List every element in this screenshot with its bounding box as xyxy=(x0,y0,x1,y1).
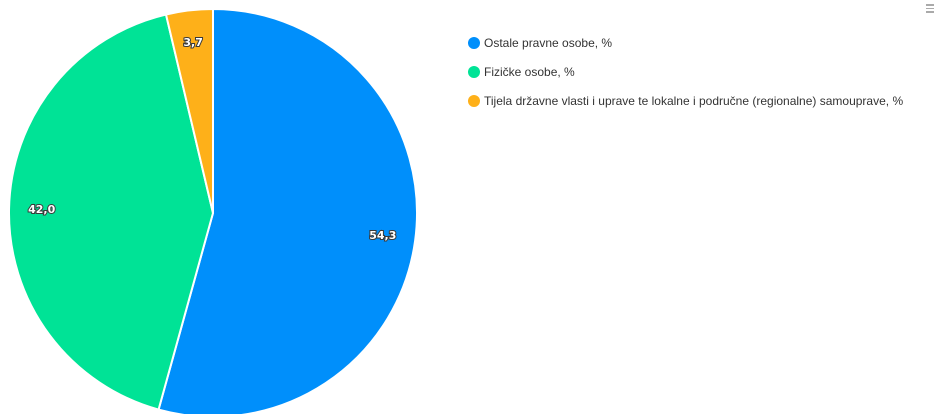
pie-slice[interactable] xyxy=(157,7,418,414)
legend-item-ostale-pravne-osobe[interactable]: Ostale pravne osobe, % xyxy=(468,34,903,51)
pie-slice[interactable] xyxy=(8,13,215,411)
legend-label: Tijela državne vlasti i uprave te lokaln… xyxy=(484,93,904,108)
legend-marker xyxy=(468,94,480,107)
slice-value-label: 3,7 xyxy=(183,36,203,49)
chart-legend: Ostale pravne osobe, % Fizičke osobe, % … xyxy=(468,34,903,121)
legend-marker xyxy=(468,36,480,49)
legend-item-tijela-drzavne-vlasti[interactable]: Tijela državne vlasti i uprave te lokaln… xyxy=(468,92,903,109)
slice-value-label: 42,0 xyxy=(28,203,55,216)
pie-slice[interactable] xyxy=(164,7,214,214)
hamburger-menu-icon[interactable] xyxy=(926,4,934,14)
legend-item-fizicke-osobe[interactable]: Fizičke osobe, % xyxy=(468,63,903,80)
legend-marker xyxy=(468,65,480,78)
legend-label: Fizičke osobe, % xyxy=(484,64,575,79)
legend-label: Ostale pravne osobe, % xyxy=(484,35,613,50)
slice-value-label: 54,3 xyxy=(369,229,396,242)
